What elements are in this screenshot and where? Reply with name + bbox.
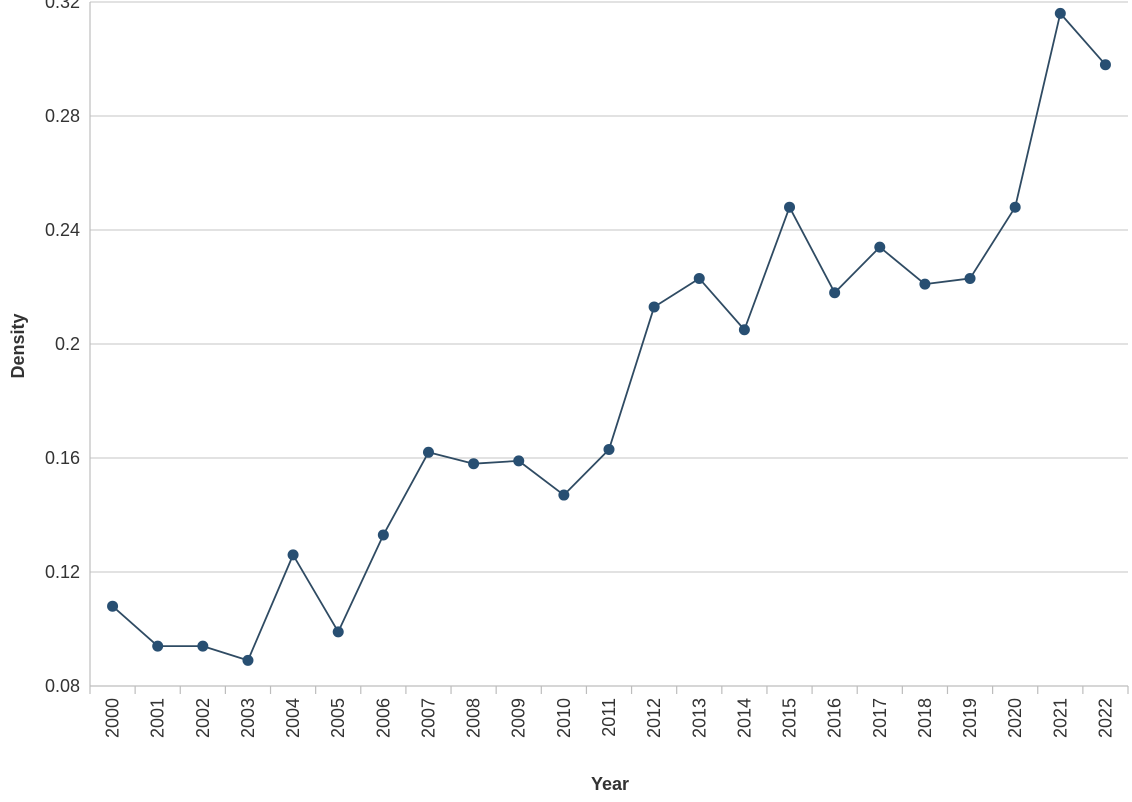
data-point [152, 640, 164, 652]
x-tick-label: 2003 [238, 698, 258, 738]
x-tick-label: 2002 [193, 698, 213, 738]
y-tick-label: 0.32 [45, 0, 80, 12]
x-tick-label: 2006 [373, 698, 393, 738]
y-tick-label: 0.16 [45, 448, 80, 468]
x-tick-label: 2014 [734, 698, 754, 738]
data-point [513, 455, 525, 467]
x-tick-label: 2018 [915, 698, 935, 738]
grid-lines [90, 1, 1128, 573]
data-point [422, 446, 434, 458]
data-point [1099, 59, 1111, 71]
y-tick-label: 0.24 [45, 220, 80, 240]
data-point [197, 640, 209, 652]
x-tick-label: 2020 [1005, 698, 1025, 738]
data-point [377, 529, 389, 541]
data-point [738, 324, 750, 336]
data-point [874, 241, 886, 253]
data-point [468, 458, 480, 470]
x-tick-label: 2022 [1095, 698, 1115, 738]
x-tick-label: 2015 [780, 698, 800, 738]
x-tick-label: 2005 [328, 698, 348, 738]
x-tick-label: 2004 [283, 698, 303, 738]
data-point [964, 272, 976, 284]
x-tick-label: 2017 [870, 698, 890, 738]
x-tick-label: 2019 [960, 698, 980, 738]
series-layer [107, 7, 1111, 666]
axes: 0.08 0.12 0.16 0.2 0.24 0.28 0.32 2000 2001 2002 2… [45, 0, 1129, 738]
data-point [829, 287, 841, 299]
x-axis-title: Year [591, 774, 629, 794]
data-point [1009, 201, 1021, 213]
y-tick-label: 0.2 [55, 334, 80, 354]
y-tick-label: 0.08 [45, 676, 80, 696]
data-point [648, 301, 660, 313]
data-point [1054, 7, 1066, 19]
x-tick-label: 2013 [689, 698, 709, 738]
data-point [107, 600, 119, 612]
x-tick-label: 2011 [599, 698, 619, 737]
x-tick-label: 2016 [825, 698, 845, 738]
x-tick-label: 2000 [103, 698, 123, 738]
x-tick-label: 2001 [148, 698, 168, 738]
data-point [287, 549, 299, 561]
data-point [242, 654, 254, 666]
x-tick-label: 2010 [554, 698, 574, 738]
x-tick-label: 2012 [644, 698, 664, 738]
data-point [919, 278, 931, 290]
y-axis-title: Density [8, 313, 28, 378]
data-point [332, 626, 344, 638]
data-point [558, 489, 570, 501]
series-line [111, 12, 1107, 662]
x-tick-label: 2007 [418, 698, 438, 738]
y-tick-label: 0.12 [45, 562, 80, 582]
data-point [603, 443, 615, 455]
y-tick-label: 0.28 [45, 106, 80, 126]
data-point [693, 272, 705, 284]
x-tick-label: 2008 [464, 698, 484, 738]
data-point [784, 201, 796, 213]
x-tick-label: 2021 [1050, 698, 1070, 738]
x-tick-label: 2009 [509, 698, 529, 738]
